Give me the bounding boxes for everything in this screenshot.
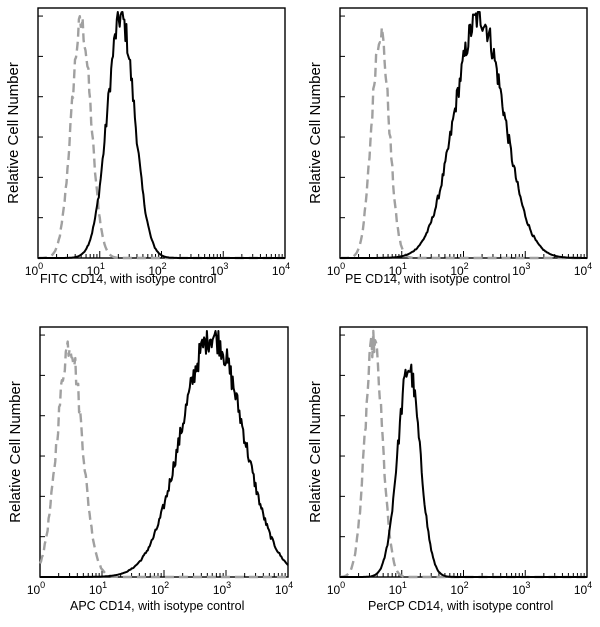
cd14-sample-curve [40, 330, 289, 578]
x-tick-label: 103 [210, 261, 228, 278]
x-tick-label: 103 [213, 580, 231, 597]
isotype-control-curve [38, 340, 289, 579]
y-ticks [40, 334, 45, 538]
x-tick-label: 102 [148, 261, 166, 278]
plot-frame [339, 7, 588, 259]
isotype-control-curve [339, 329, 588, 579]
x-tick-label: 101 [389, 261, 407, 278]
cd14-sample-curve [340, 11, 588, 259]
x-tick-label: 101 [389, 580, 407, 597]
x-tick-label: 101 [87, 261, 105, 278]
cd14-sample-curve [340, 363, 588, 578]
plot-frame [39, 326, 289, 578]
series-layer [339, 329, 588, 579]
x-axis-label: PerCP CD14, with isotype control [368, 599, 553, 613]
y-ticks [340, 15, 345, 219]
series-layer [38, 330, 289, 579]
x-tick-label: 100 [327, 261, 345, 278]
x-tick-labels: 100 101 102 103 104 [25, 261, 290, 278]
x-tick-labels: 100 101 102 103 104 [27, 580, 293, 597]
x-axis-label: APC CD14, with isotype control [70, 599, 244, 613]
x-tick-label: 102 [450, 261, 468, 278]
x-tick-label: 103 [512, 261, 530, 278]
x-tick-label: 100 [27, 580, 45, 597]
y-ticks [38, 15, 43, 219]
panel-fitc: 100 101 102 103 104 Relative Cell Number FIT… [5, 7, 290, 286]
isotype-control-curve [37, 14, 286, 260]
y-axis-label: Relative Cell Number [307, 381, 324, 523]
panel-pe: 100 101 102 103 104 Relative Cell Number PE … [307, 7, 592, 286]
y-axis-label: Relative Cell Number [5, 62, 22, 204]
x-tick-label: 102 [450, 580, 468, 597]
x-axis-label: PE CD14, with isotype control [345, 272, 510, 286]
y-ticks [340, 334, 345, 538]
x-tick-label: 100 [327, 580, 345, 597]
x-tick-label: 104 [574, 580, 592, 597]
cd14-sample-curve [38, 11, 286, 259]
series-layer [37, 11, 286, 260]
x-tick-labels: 100 101 102 103 104 [327, 580, 592, 597]
series-layer [339, 11, 588, 260]
x-tick-label: 100 [25, 261, 43, 278]
x-tick-label: 101 [89, 580, 107, 597]
panel-apc: 100 101 102 103 104 Relative Cell Number APC… [7, 326, 293, 613]
x-tick-label: 102 [151, 580, 169, 597]
x-tick-label: 104 [272, 261, 290, 278]
x-axis-label: FITC CD14, with isotype control [40, 272, 216, 286]
y-axis-label: Relative Cell Number [307, 62, 324, 204]
panel-percp: 100 101 102 103 104 Relative Cell Number Per… [307, 326, 592, 613]
x-tick-label: 103 [512, 580, 530, 597]
plot-frame [37, 7, 286, 259]
x-tick-label: 104 [275, 580, 293, 597]
x-tick-label: 104 [574, 261, 592, 278]
y-axis-label: Relative Cell Number [7, 381, 24, 523]
x-tick-labels: 100 101 102 103 104 [327, 261, 592, 278]
isotype-control-curve [339, 26, 588, 260]
